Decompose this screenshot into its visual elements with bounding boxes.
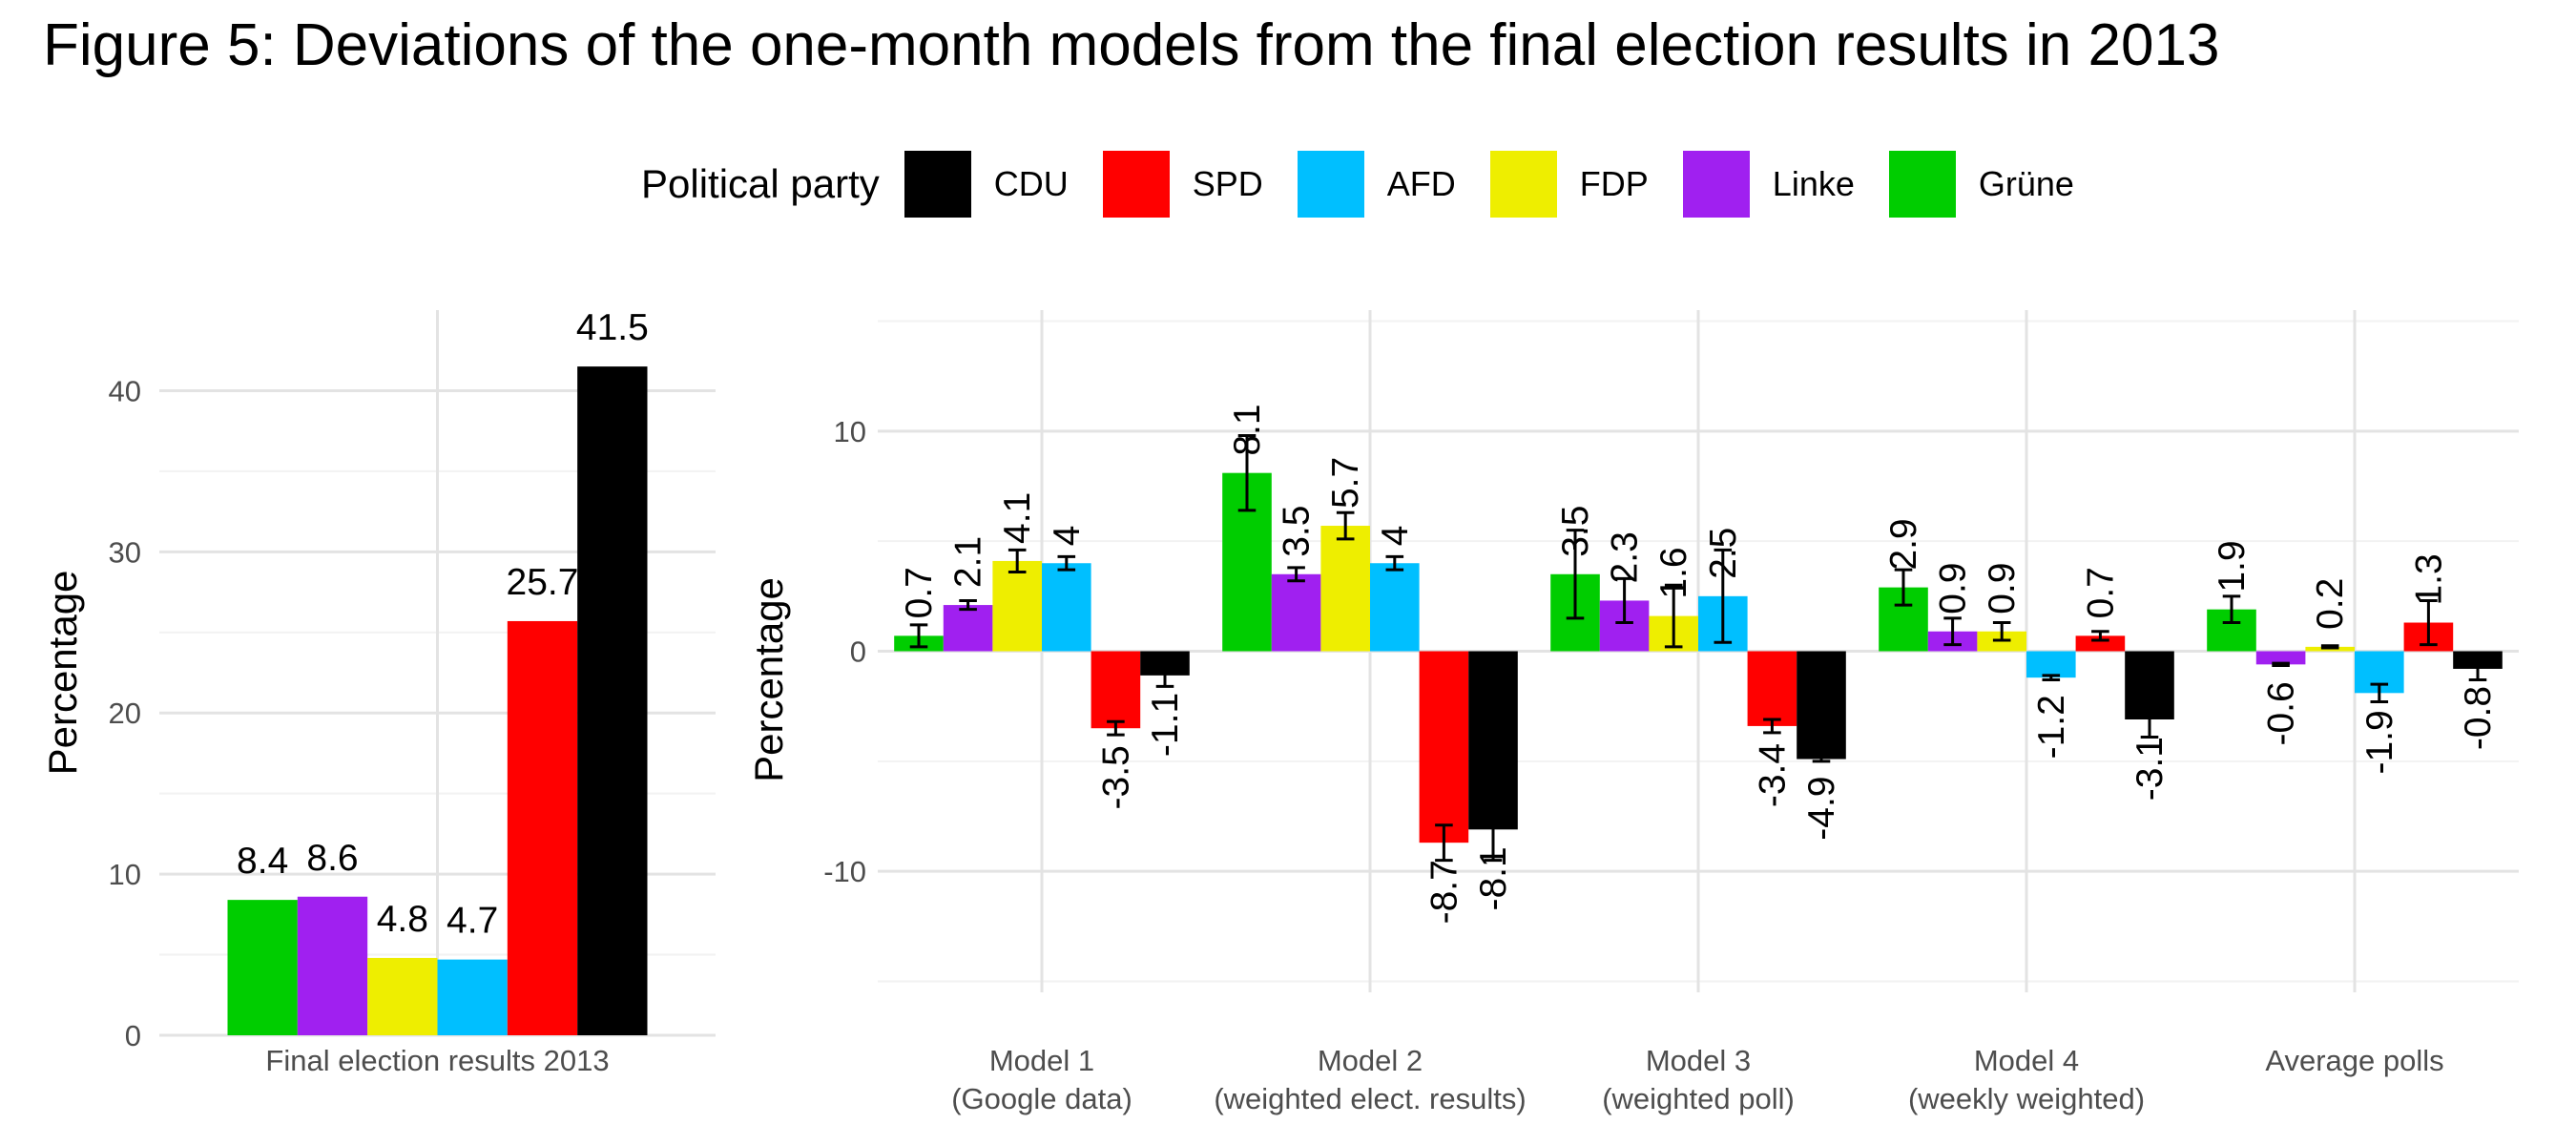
data-label: -0.6 bbox=[2261, 681, 2302, 745]
bar-afd bbox=[437, 959, 508, 1035]
x-tick-label: Model 3 bbox=[1646, 1044, 1751, 1077]
data-label: 2.9 bbox=[1883, 518, 1924, 570]
y-tick-label: 10 bbox=[834, 415, 866, 448]
data-label: -3.4 bbox=[1752, 743, 1793, 807]
data-label: 3.5 bbox=[1555, 506, 1596, 557]
legend-item-fdp: FDP bbox=[1489, 151, 1649, 218]
legend-item-cdu: CDU bbox=[904, 151, 1069, 218]
legend-label: FDP bbox=[1579, 164, 1649, 203]
x-tick-label: Model 4 bbox=[1974, 1044, 2079, 1077]
x-tick-label: Model 1 bbox=[989, 1044, 1094, 1077]
bar-cdu bbox=[577, 366, 648, 1036]
data-label: -8.7 bbox=[1423, 860, 1465, 924]
data-label: 2.5 bbox=[1703, 528, 1744, 579]
y-tick-label: 30 bbox=[109, 535, 141, 569]
bar-spd bbox=[507, 620, 578, 1035]
bar-spd bbox=[1747, 651, 1797, 726]
data-label: 0.7 bbox=[899, 567, 940, 618]
bar-afd bbox=[2026, 651, 2076, 678]
legend-swatch bbox=[1888, 151, 1956, 218]
data-label: -8.1 bbox=[1473, 846, 1514, 910]
y-axis-title: Percentage bbox=[40, 571, 85, 776]
legend-item-spd: SPD bbox=[1102, 151, 1263, 218]
left-chart-final-results: 0 10 20 30 40 8.4 8.6 4.8 4.7 25.7 41.5 Final elect… bbox=[40, 307, 716, 1077]
y-tick-label: 40 bbox=[109, 374, 141, 407]
legend-label: CDU bbox=[993, 164, 1069, 203]
data-label: 4 bbox=[1047, 526, 1088, 547]
data-label: 2.3 bbox=[1605, 531, 1646, 583]
bar-afd bbox=[1370, 563, 1420, 652]
data-label: 1.6 bbox=[1653, 547, 1694, 598]
data-label: 4.8 bbox=[377, 899, 428, 940]
data-label: -3.1 bbox=[2129, 737, 2171, 801]
legend-swatch bbox=[904, 151, 971, 218]
bar-linke bbox=[1271, 573, 1321, 652]
legend-item-afd: AFD bbox=[1297, 151, 1456, 218]
legend-item-grüne: Grüne bbox=[1888, 151, 2074, 218]
bar-spd bbox=[2075, 635, 2126, 652]
data-label: 0.7 bbox=[2080, 567, 2121, 618]
x-tick-label: Final election results 2013 bbox=[265, 1044, 609, 1077]
figure-title: Figure 5: Deviations of the one-month mo… bbox=[43, 12, 2220, 78]
bar-grüne bbox=[227, 900, 298, 1035]
data-label: 3.5 bbox=[1277, 506, 1318, 557]
x-tick-label: (weighted poll) bbox=[1602, 1082, 1795, 1115]
data-label: 2.1 bbox=[948, 536, 989, 588]
legend-swatch bbox=[1489, 151, 1557, 218]
legend-label: SPD bbox=[1192, 164, 1263, 203]
legend: Political party CDU SPD AFD FDP Linke Grüne bbox=[641, 151, 2109, 218]
y-tick-label: 0 bbox=[850, 635, 866, 669]
legend-title: Political party bbox=[641, 161, 880, 206]
legend-swatch bbox=[1682, 151, 1750, 218]
data-label: 8.1 bbox=[1227, 404, 1268, 455]
data-label: 41.5 bbox=[576, 307, 649, 348]
data-label: 5.7 bbox=[1325, 457, 1366, 509]
data-label: 25.7 bbox=[507, 562, 579, 603]
y-tick-label: -10 bbox=[823, 855, 866, 888]
x-tick-label: (weekly weighted) bbox=[1908, 1082, 2145, 1115]
data-label: -3.5 bbox=[1095, 745, 1136, 809]
data-label: 8.6 bbox=[306, 838, 358, 879]
bar-linke bbox=[2255, 651, 2306, 665]
legend-item-linke: Linke bbox=[1682, 151, 1855, 218]
y-tick-label: 0 bbox=[125, 1019, 141, 1052]
x-tick-label: Average polls bbox=[2265, 1044, 2443, 1077]
data-label: -0.8 bbox=[2458, 686, 2499, 750]
legend-swatch bbox=[1102, 151, 1170, 218]
bar-linke bbox=[943, 605, 993, 652]
bar-cdu bbox=[1797, 651, 1846, 760]
legend-label: Grüne bbox=[1978, 164, 2074, 203]
bar-afd bbox=[1042, 563, 1091, 652]
data-label: 0.2 bbox=[2310, 578, 2351, 630]
data-label: 4.7 bbox=[447, 901, 498, 942]
data-label: 4.1 bbox=[997, 492, 1038, 544]
data-label: 1.9 bbox=[2212, 540, 2253, 592]
data-label: -1.1 bbox=[1145, 693, 1186, 757]
bar-fdp bbox=[1320, 526, 1370, 652]
data-label: -1.2 bbox=[2031, 695, 2072, 759]
y-axis-title: Percentage bbox=[746, 577, 791, 782]
data-label: 8.4 bbox=[237, 841, 288, 882]
data-label: -1.9 bbox=[2359, 710, 2400, 774]
legend-swatch bbox=[1297, 151, 1364, 218]
legend-label: AFD bbox=[1386, 164, 1456, 203]
data-label: 4 bbox=[1375, 526, 1416, 547]
bar-spd bbox=[1419, 651, 1469, 843]
x-tick-label: (weighted elect. results) bbox=[1214, 1082, 1526, 1115]
data-label: 0.9 bbox=[1982, 563, 2023, 614]
legend-label: Linke bbox=[1772, 164, 1855, 203]
x-tick-label: Model 2 bbox=[1318, 1044, 1423, 1077]
data-label: 1.3 bbox=[2408, 553, 2449, 605]
y-tick-label: 10 bbox=[109, 858, 141, 891]
y-tick-label: 20 bbox=[109, 697, 141, 730]
data-label: 0.9 bbox=[1933, 563, 1974, 614]
bar-fdp bbox=[992, 560, 1042, 652]
data-label: -4.9 bbox=[1801, 777, 1842, 841]
bar-spd bbox=[1091, 651, 1141, 729]
legend-items: CDU SPD AFD FDP Linke Grüne bbox=[904, 151, 2109, 218]
x-tick-label: (Google data) bbox=[951, 1082, 1132, 1115]
bar-fdp bbox=[367, 957, 438, 1035]
bar-linke bbox=[297, 896, 368, 1035]
